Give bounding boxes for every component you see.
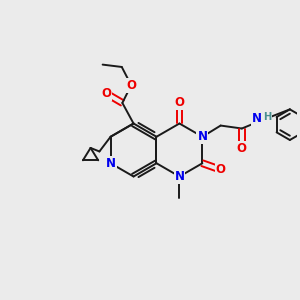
Text: N: N bbox=[252, 112, 262, 125]
Text: O: O bbox=[101, 87, 111, 100]
Text: O: O bbox=[126, 79, 136, 92]
Text: O: O bbox=[237, 142, 247, 155]
Text: N: N bbox=[106, 157, 116, 170]
Text: H: H bbox=[263, 112, 271, 122]
Text: N: N bbox=[197, 130, 207, 143]
Text: O: O bbox=[174, 96, 184, 109]
Text: N: N bbox=[174, 170, 184, 183]
Text: O: O bbox=[216, 163, 226, 176]
